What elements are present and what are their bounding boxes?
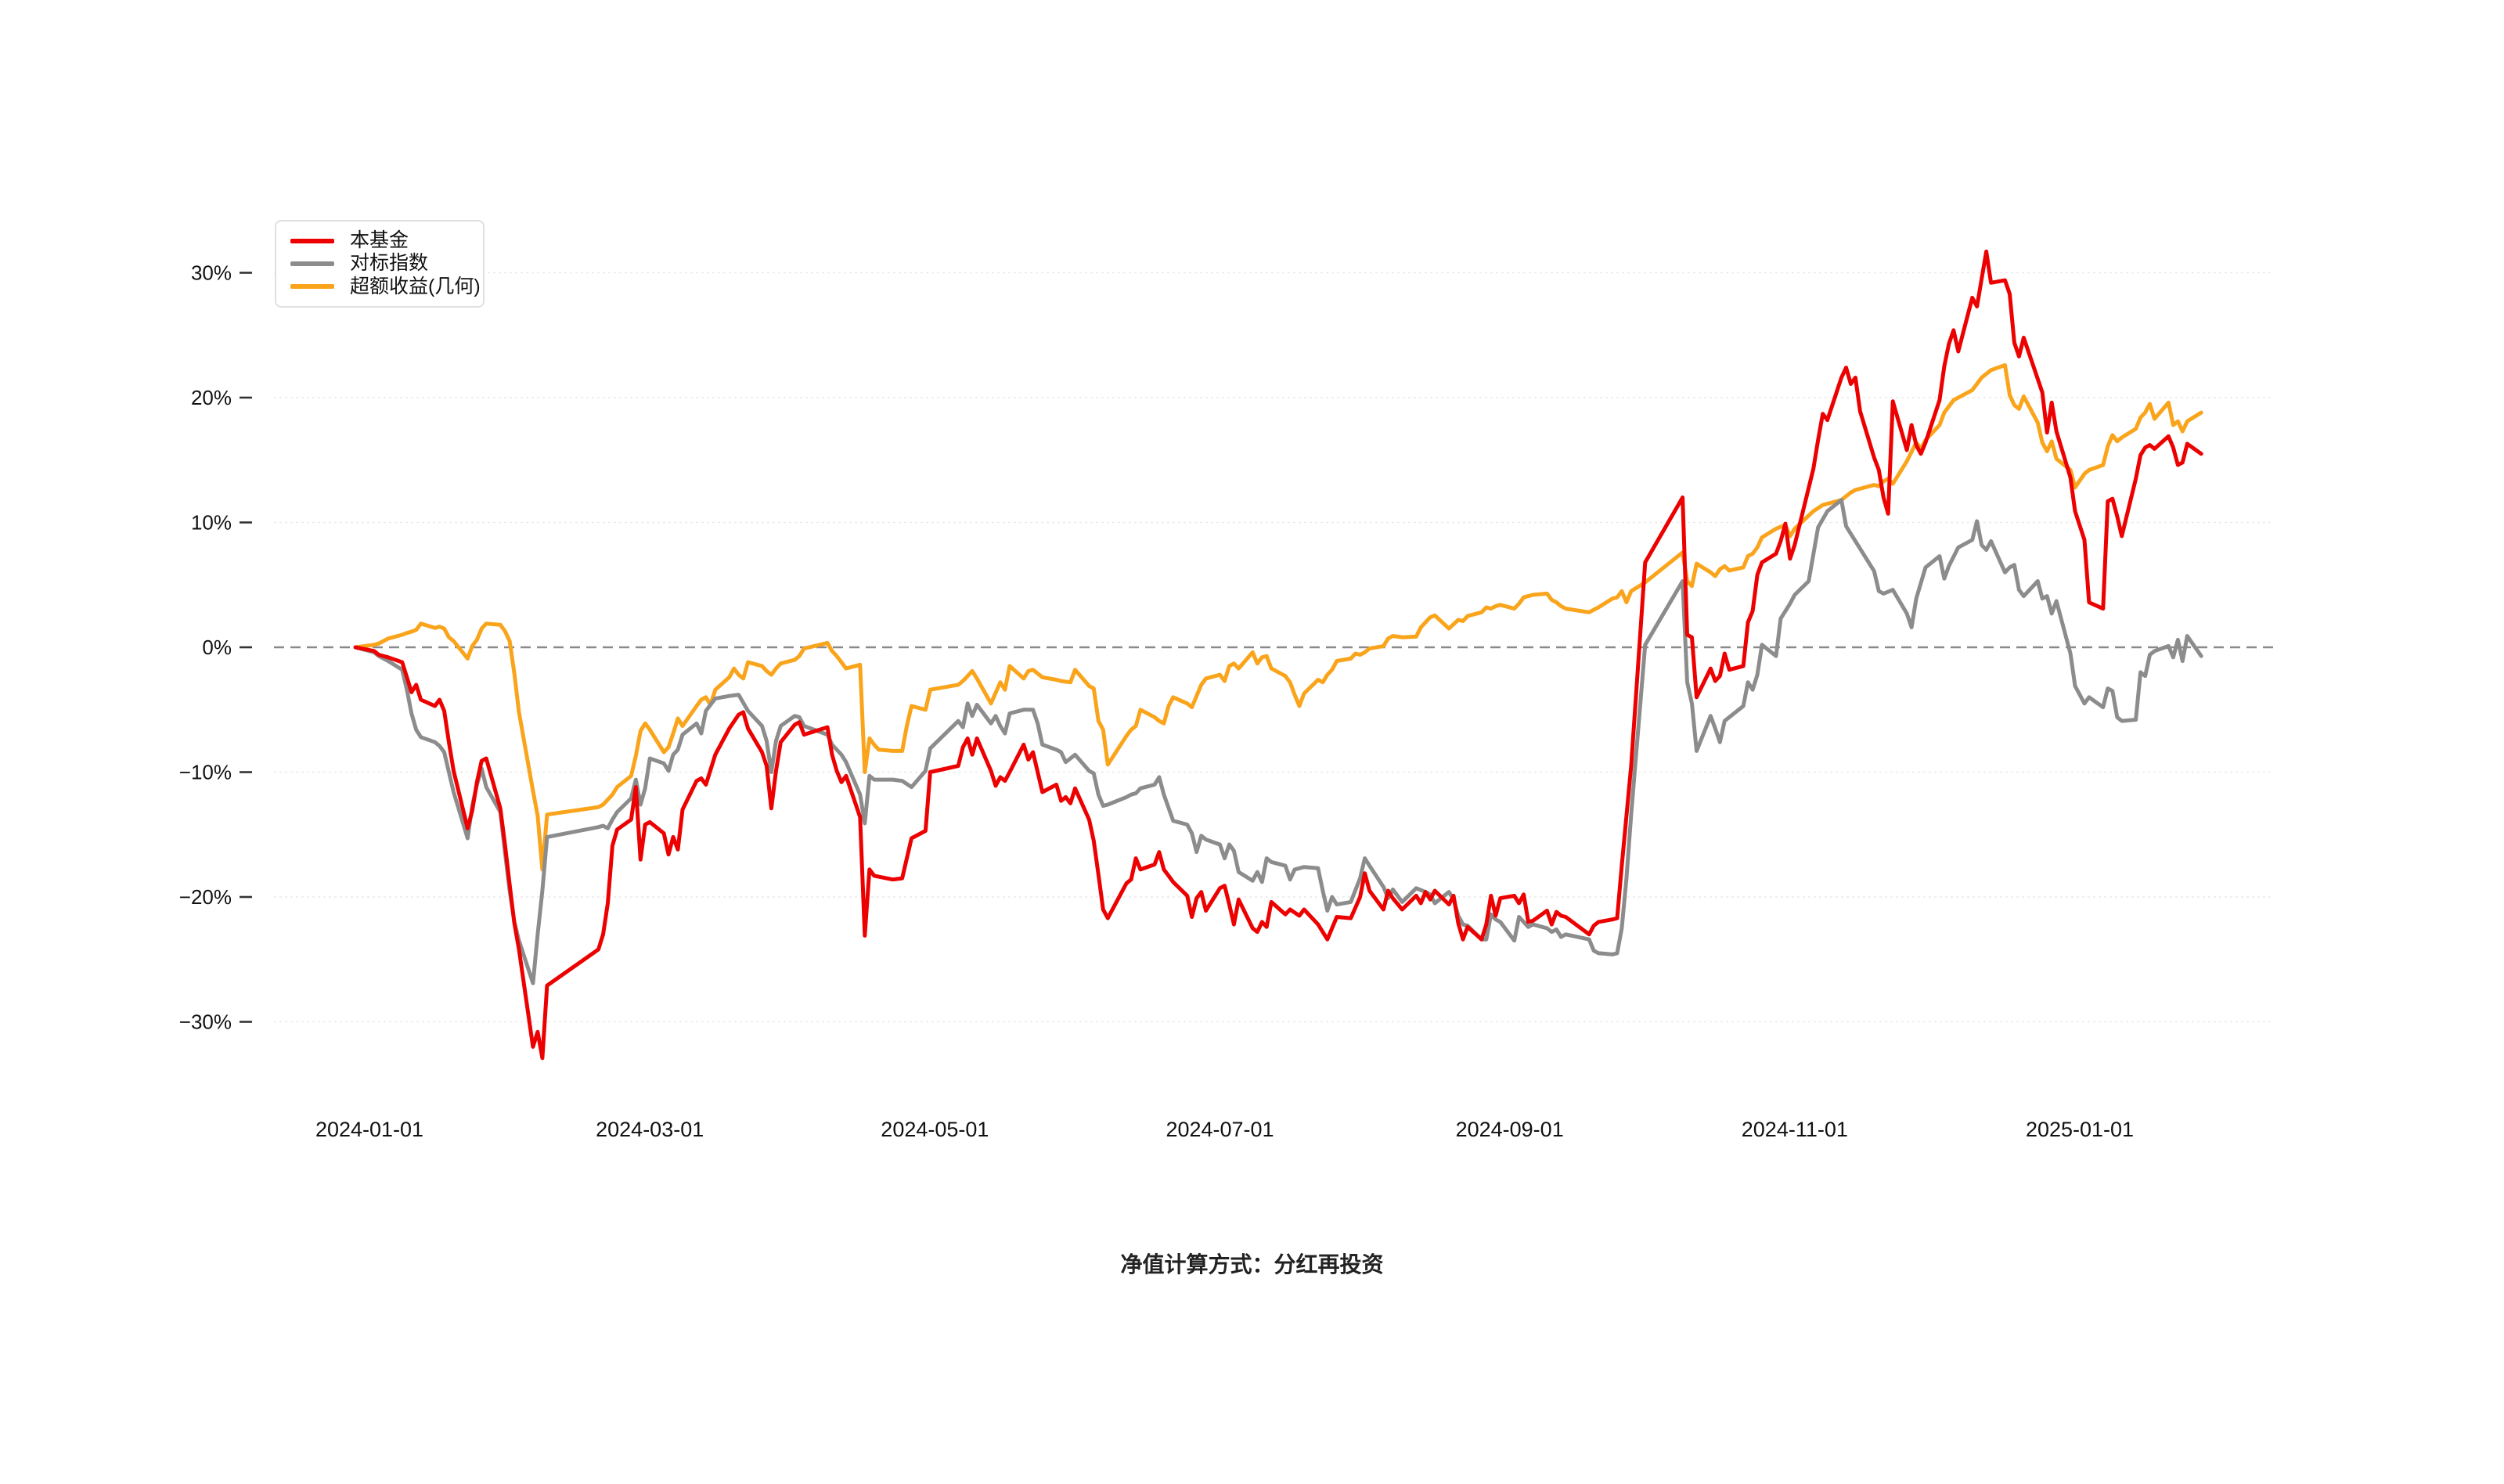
x-tick-label: 2024-01-01 [315, 1118, 423, 1141]
y-tick-label: −20% [179, 885, 232, 909]
x-tick-label: 2025-01-01 [2026, 1118, 2134, 1141]
x-tick-label: 2024-11-01 [1742, 1118, 1848, 1141]
x-tick-label: 2024-05-01 [881, 1118, 989, 1141]
legend-item-excess[interactable]: 超额收益(几何) [290, 276, 483, 298]
chart-legend: 本基金 对标指数 超额收益(几何) [275, 220, 485, 308]
legend-label-excess: 超额收益(几何) [350, 275, 481, 297]
y-tick-label: 30% [191, 261, 232, 285]
fund-nav-line [353, 249, 2203, 1061]
benchmark-index-line [353, 498, 2203, 985]
benchmark-line-swatch-icon [290, 261, 334, 266]
legend-label-fund: 本基金 [350, 229, 409, 252]
x-tick-label: 2024-03-01 [596, 1118, 704, 1141]
legend-item-benchmark[interactable]: 对标指数 [290, 252, 483, 275]
y-tick-label: 10% [191, 511, 232, 535]
y-tick-label: −10% [179, 761, 232, 784]
legend-item-fund[interactable]: 本基金 [290, 229, 483, 252]
y-tick-label: 20% [191, 386, 232, 409]
excess-line-swatch-icon [290, 284, 334, 290]
x-tick-label: 2024-07-01 [1166, 1118, 1274, 1141]
legend-label-benchmark: 对标指数 [350, 252, 429, 275]
nav-calculation-note: 净值计算方式：分红再投资 [1120, 1252, 1384, 1277]
x-tick-label: 2024-09-01 [1456, 1118, 1564, 1141]
y-tick-label: −30% [179, 1010, 232, 1034]
fund-line-swatch-icon [290, 238, 334, 243]
y-tick-label: 0% [202, 636, 232, 659]
